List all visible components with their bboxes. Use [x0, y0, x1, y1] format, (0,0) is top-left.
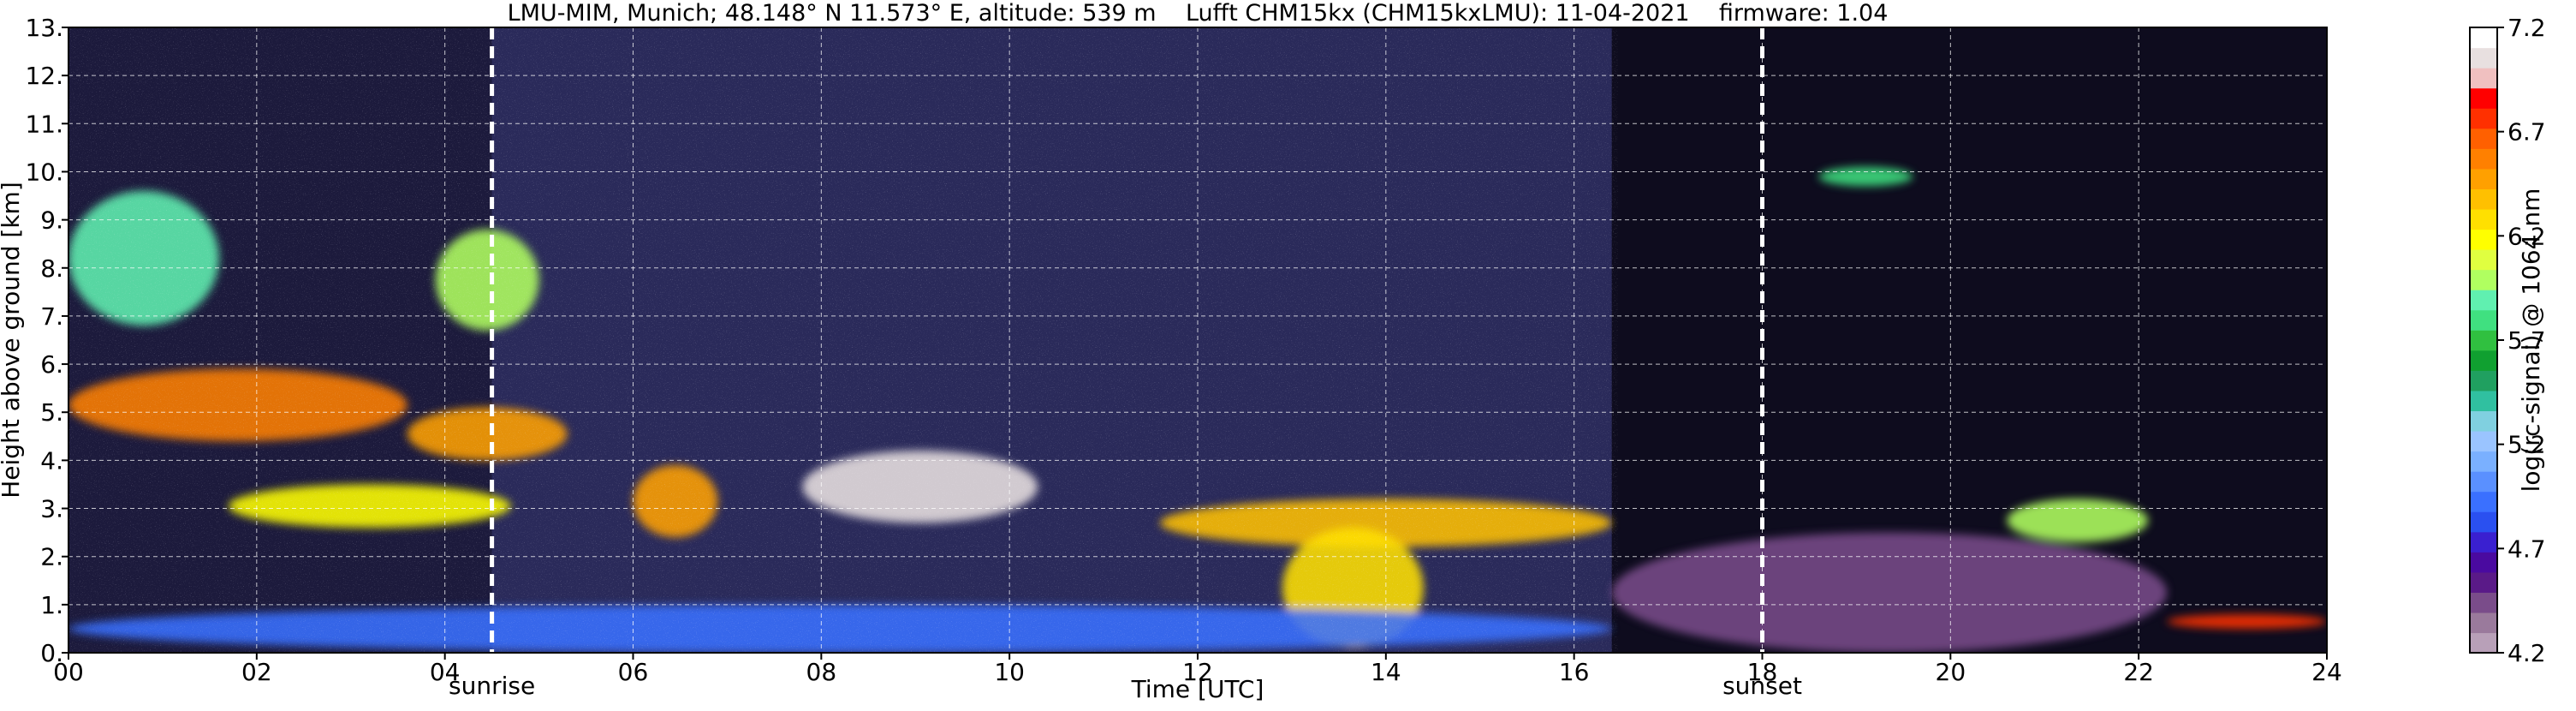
y-tick-label: 7. [40, 302, 63, 331]
colorbar-segment [2470, 148, 2497, 170]
feature-cirrus [1818, 166, 1913, 187]
colorbar-segment [2470, 87, 2497, 109]
sunset-label: sunset [1722, 672, 1802, 700]
colorbar-segment [2470, 27, 2497, 49]
y-tick-label: 0. [40, 639, 63, 667]
sunrise-label: sunrise [449, 672, 535, 700]
colorbar-segment [2470, 612, 2497, 634]
colorbar-segment [2470, 592, 2497, 613]
y-tick-label: 5. [40, 398, 63, 427]
colorbar-segment [2470, 390, 2497, 412]
colorbar-segment [2470, 531, 2497, 553]
y-tick-label: 4. [40, 446, 63, 475]
x-tick-label: 24 [2311, 658, 2342, 686]
feature-low-cloud [2167, 614, 2327, 629]
x-tick-label: 06 [618, 658, 649, 686]
colorbar-segment [2470, 290, 2497, 311]
colorbar-segment [2470, 370, 2497, 391]
x-axis-label: Time [UTC] [1131, 675, 1264, 703]
y-tick-label: 10. [25, 158, 63, 186]
colorbar-tick-label: 4.2 [2508, 639, 2546, 667]
colorbar-segment [2470, 128, 2497, 149]
colorbar-segment [2470, 309, 2497, 331]
y-tick-label: 8. [40, 254, 63, 283]
x-tick-label: 00 [53, 658, 84, 686]
colorbar-segment [2470, 632, 2497, 654]
y-tick-label: 12. [25, 62, 63, 90]
x-tick-label: 12 [1182, 658, 1213, 686]
colorbar-tick-label: 7.2 [2508, 14, 2546, 42]
y-tick-label: 13. [25, 14, 63, 42]
colorbar-segment [2470, 471, 2497, 493]
colorbar-segment [2470, 350, 2497, 371]
colorbar-segment [2470, 330, 2497, 351]
colorbar-segment [2470, 229, 2497, 250]
colorbar-segment [2470, 188, 2497, 210]
noise-layer [68, 27, 1618, 653]
y-axis-ticks: 0. 1. 2. 3. 4. 5. 6. 7. 8. 9. 10. 11. 12. 13. [25, 14, 68, 667]
colorbar-tick-label: 6.2 [2508, 222, 2546, 250]
y-axis-label: Height above ground [km] [0, 182, 25, 499]
colorbar-tick-label: 5.2 [2508, 431, 2546, 459]
y-tick-label: 2. [40, 543, 63, 571]
x-tick-label: 04 [430, 658, 461, 686]
colorbar-segment [2470, 552, 2497, 573]
x-tick-label: 20 [1936, 658, 1966, 686]
y-tick-label: 9. [40, 206, 63, 235]
x-tick-label: 18 [1747, 658, 1778, 686]
colorbar-segment [2470, 168, 2497, 189]
colorbar-segment [2470, 410, 2497, 432]
x-tick-label: 02 [241, 658, 272, 686]
colorbar-tick-label: 4.7 [2508, 535, 2546, 563]
colorbar-segment [2470, 511, 2497, 533]
colorbar-segment [2470, 108, 2497, 129]
x-axis-ticks: 00 02 04 06 08 10 12 14 16 18 20 22 24 [53, 653, 2342, 686]
feature-boundary-layer [1611, 532, 2168, 653]
event-lines [490, 27, 1764, 653]
colorbar-segment [2470, 451, 2497, 472]
x-tick-label: 10 [994, 658, 1025, 686]
colorbar-segment [2470, 571, 2497, 593]
x-tick-label: 14 [1371, 658, 1401, 686]
colorbar-tick-label: 5.7 [2508, 326, 2546, 355]
colorbar-segment [2470, 249, 2497, 271]
y-tick-label: 6. [40, 350, 63, 379]
y-tick-label: 11. [25, 110, 63, 138]
colorbar-label: log(rc-signal) @ 1064 nm [2517, 188, 2545, 493]
y-tick-label: 1. [40, 591, 63, 619]
plot-area [68, 27, 2327, 653]
colorbar-tick-label: 6.7 [2508, 118, 2546, 146]
colorbar-segment [2470, 47, 2497, 69]
chart-title: LMU-MIM, Munich; 48.148° N 11.573° E, al… [508, 0, 1889, 27]
feature-cloud [2007, 499, 2149, 542]
x-tick-label: 22 [2123, 658, 2154, 686]
colorbar-segment [2470, 269, 2497, 290]
colorbar-segment [2470, 208, 2497, 230]
colorbar-segment [2470, 68, 2497, 89]
y-tick-label: 3. [40, 495, 63, 523]
x-tick-label: 08 [806, 658, 837, 686]
colorbar-segment [2470, 491, 2497, 512]
x-tick-label: 16 [1559, 658, 1590, 686]
colorbar-segment [2470, 430, 2497, 452]
event-labels: sunrise sunset [449, 672, 1802, 700]
colorbar: 4.2 4.7 5.2 5.7 6.2 6.7 7.2 [2469, 14, 2546, 667]
